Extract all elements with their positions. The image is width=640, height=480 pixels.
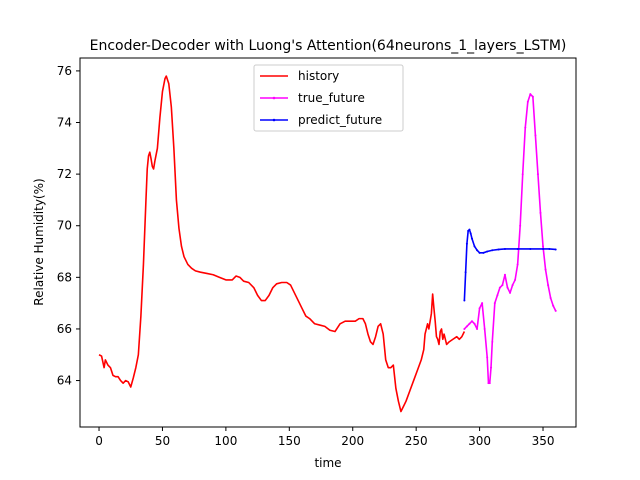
data-point — [469, 232, 472, 235]
data-point — [473, 245, 476, 248]
data-point — [491, 249, 494, 252]
legend-label: history — [298, 69, 339, 83]
legend: history true_future predict_future — [253, 64, 404, 132]
data-point — [486, 250, 489, 253]
data-point — [506, 286, 509, 289]
data-point — [486, 356, 489, 359]
series-line-history — [98, 75, 466, 413]
data-point — [481, 302, 484, 305]
plot-border — [79, 57, 577, 428]
data-point — [519, 224, 522, 227]
y-tick-label: 74 — [57, 116, 72, 130]
y-tick-label: 66 — [57, 322, 72, 336]
y-tick-label: 64 — [57, 374, 72, 388]
data-point — [482, 251, 485, 254]
data-point — [526, 100, 529, 103]
data-point — [497, 248, 500, 251]
x-tick-label: 0 — [95, 434, 103, 448]
data-point — [491, 340, 494, 343]
data-point — [488, 382, 491, 385]
data-point — [463, 327, 466, 330]
data-point — [536, 173, 539, 176]
axes-layer: 0 50 100 150 200 250 300 350 64 66 68 70 72 74 76 — [57, 64, 555, 448]
chart-title: Encoder-Decoder with Luong's Attention(6… — [90, 38, 567, 54]
data-point — [476, 327, 479, 330]
data-point — [516, 263, 519, 266]
data-point — [490, 366, 493, 369]
data-point — [493, 302, 496, 305]
data-point — [521, 173, 524, 176]
data-point — [539, 211, 542, 214]
x-axis-label: time — [314, 456, 341, 470]
data-point — [516, 247, 519, 250]
y-axis-label: Relative Humidity(%) — [32, 178, 46, 305]
data-point — [473, 322, 476, 325]
data-point — [465, 242, 468, 245]
data-point — [468, 322, 471, 325]
data-point — [511, 284, 514, 287]
x-tick-label: 250 — [405, 434, 428, 448]
data-point — [548, 247, 551, 250]
data-point — [464, 271, 467, 274]
data-point — [468, 228, 471, 231]
data-point — [547, 284, 550, 287]
data-point — [542, 245, 545, 248]
data-point — [470, 237, 473, 240]
data-point — [503, 247, 506, 250]
data-point — [467, 229, 470, 232]
x-tick-label: 50 — [155, 434, 170, 448]
y-tick-label: 72 — [57, 167, 72, 181]
data-point — [542, 247, 545, 250]
y-tick-label: 76 — [57, 64, 72, 78]
data-point — [529, 93, 532, 96]
legend-label: predict_future — [298, 113, 382, 127]
data-point — [554, 248, 557, 251]
data-point — [544, 268, 547, 271]
data-point — [531, 95, 534, 98]
series-layer — [98, 75, 557, 413]
x-tick-label: 350 — [532, 434, 555, 448]
data-point — [470, 320, 473, 323]
data-point — [529, 247, 532, 250]
data-point — [496, 294, 499, 297]
data-point — [465, 325, 468, 328]
data-point — [478, 251, 481, 254]
x-tick-label: 200 — [341, 434, 364, 448]
x-tick-label: 150 — [278, 434, 301, 448]
data-point — [534, 134, 537, 137]
data-point — [476, 249, 479, 252]
legend-label: true_future — [298, 91, 365, 105]
data-point — [501, 284, 504, 287]
legend-marker — [272, 118, 276, 122]
data-point — [498, 286, 501, 289]
x-tick-label: 100 — [214, 434, 237, 448]
data-point — [478, 307, 481, 310]
data-point — [554, 309, 557, 312]
data-point — [503, 273, 506, 276]
legend-box — [253, 64, 404, 132]
y-tick-label: 70 — [57, 219, 72, 233]
data-point — [463, 299, 466, 302]
data-point — [524, 126, 527, 129]
y-tick-label: 68 — [57, 270, 72, 284]
legend-marker — [272, 96, 276, 100]
data-point — [509, 291, 512, 294]
x-tick-label: 300 — [468, 434, 491, 448]
data-point — [549, 296, 552, 299]
data-point — [483, 327, 486, 330]
data-point — [514, 278, 517, 281]
data-point — [552, 304, 555, 307]
